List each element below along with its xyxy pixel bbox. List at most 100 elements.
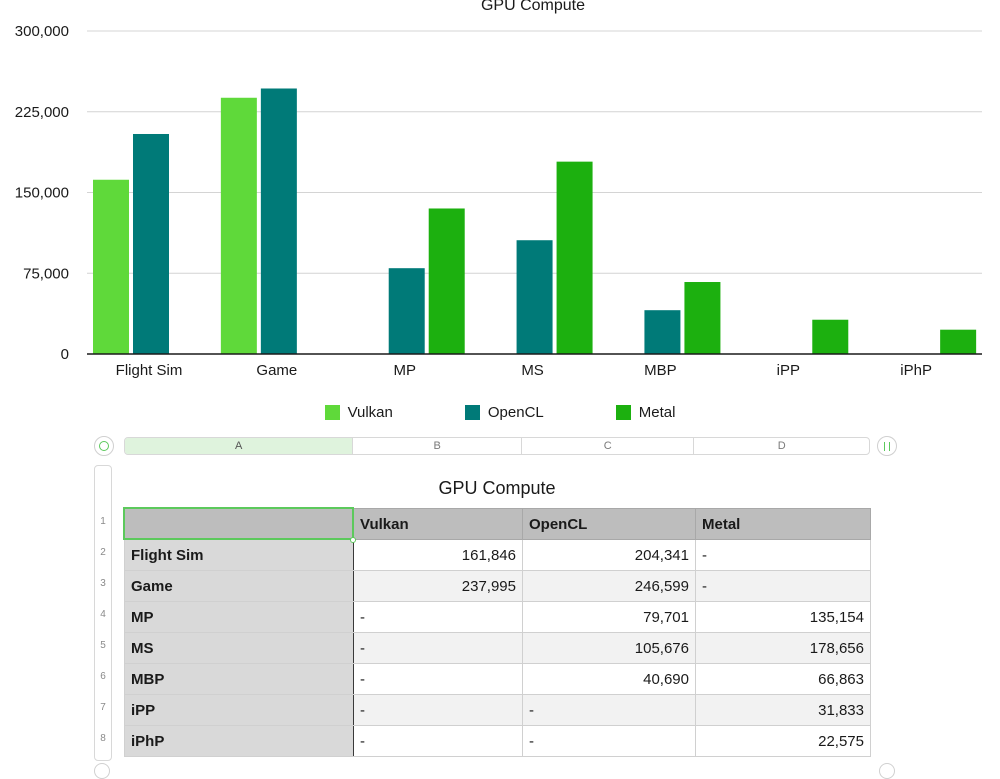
column-header-bar: A B C D (124, 437, 870, 455)
table-cell[interactable]: 105,676 (522, 632, 696, 664)
x-axis-categories: Flight Sim Game MP MS MBP iPP iPhP (116, 362, 932, 379)
legend-item-opencl: OpenCL (464, 404, 544, 421)
row-number[interactable]: 4 (100, 609, 106, 620)
row-header-bar (94, 465, 112, 761)
bar-opencl-2 (388, 268, 425, 354)
y-tick-label: 300,000 (15, 23, 69, 40)
header-cell[interactable]: Metal (695, 508, 871, 540)
table-row: MS -105,676 178,656 (124, 632, 871, 664)
table-row: iPP - -31,833 (124, 694, 871, 726)
row-header-cell[interactable]: MBP (124, 663, 354, 695)
header-cell-corner[interactable] (124, 508, 354, 540)
bar-opencl-1 (260, 88, 297, 354)
bar-metal-4 (684, 282, 721, 354)
x-category-label: MP (393, 362, 416, 379)
table-row: iPhP - -22,575 (124, 725, 871, 757)
column-header-c[interactable]: C (522, 438, 695, 454)
table-cell[interactable]: 79,701 (522, 601, 696, 633)
table-cell[interactable]: 66,863 (695, 663, 871, 695)
table-cell[interactable]: 237,995 (353, 570, 523, 602)
bar-chart: 0 75,000 150,000 225,000 300,000 Flight Sim G… (15, 0, 982, 379)
legend-item-metal: Metal (615, 404, 676, 421)
table-row: Flight Sim 161,846 204,341- (124, 539, 871, 571)
circle-icon (99, 441, 109, 451)
row-number[interactable]: 2 (100, 547, 106, 558)
table-row: MBP -40,690 66,863 (124, 663, 871, 695)
row-number[interactable]: 3 (100, 578, 106, 589)
x-category-label: MBP (644, 362, 677, 379)
legend-swatch (324, 405, 340, 420)
row-header-cell[interactable]: MP (124, 601, 354, 633)
y-tick-label: 150,000 (15, 185, 69, 202)
y-tick-label: 225,000 (15, 104, 69, 121)
row-number[interactable]: 6 (100, 671, 106, 682)
add-row-handle[interactable] (94, 763, 110, 779)
table-cell[interactable]: - (353, 601, 523, 633)
row-header-cell[interactable]: Game (124, 570, 354, 602)
bar-metal-6 (940, 329, 977, 354)
table-cell[interactable]: 204,341 (522, 539, 696, 571)
x-category-label: iPP (777, 362, 800, 379)
table-cell[interactable]: - (695, 570, 871, 602)
pause-bars-icon (884, 442, 890, 451)
data-table: Vulkan OpenCL Metal Flight Sim 161,846 204,34… (124, 508, 871, 757)
x-category-label: Game (256, 362, 297, 379)
table-cell[interactable]: - (695, 539, 871, 571)
column-header-d[interactable]: D (777, 440, 786, 452)
table-cell[interactable]: 135,154 (695, 601, 871, 633)
legend-label: Metal (638, 404, 676, 421)
row-number[interactable]: 7 (100, 702, 106, 713)
bar-opencl-4 (644, 310, 681, 354)
chart-bars (93, 88, 977, 354)
resize-table-handle[interactable] (879, 763, 895, 779)
table-cell[interactable]: 161,846 (353, 539, 523, 571)
bar-opencl-0 (133, 133, 169, 354)
bar-opencl-3 (516, 240, 553, 354)
x-category-label: Flight Sim (116, 362, 183, 379)
legend-swatch (464, 405, 480, 420)
bar-metal-3 (556, 161, 593, 354)
table-cell[interactable]: - (353, 632, 523, 664)
bar-vulkan-0 (93, 179, 129, 354)
column-header-a[interactable]: A (125, 438, 354, 454)
column-header-b[interactable]: B (353, 438, 522, 454)
table-row: Game 237,995 246,599- (124, 570, 871, 602)
table-header-row: Vulkan OpenCL Metal (124, 508, 871, 540)
table-cell[interactable]: - (353, 694, 523, 726)
table-title: GPU Compute (438, 478, 556, 498)
row-number[interactable]: 8 (100, 733, 106, 744)
table-cell[interactable]: 31,833 (695, 694, 871, 726)
header-cell[interactable]: OpenCL (522, 508, 696, 540)
add-column-handle[interactable] (877, 436, 897, 456)
header-cell[interactable]: Vulkan (353, 508, 523, 540)
legend-swatch (615, 405, 631, 420)
legend-item-vulkan: Vulkan (324, 404, 393, 421)
select-table-handle[interactable] (94, 436, 114, 456)
legend-label: Vulkan (347, 404, 393, 421)
x-category-label: iPhP (900, 362, 932, 379)
bar-metal-5 (812, 319, 849, 354)
chart-title: GPU Compute (481, 0, 585, 14)
row-header-cell[interactable]: MS (124, 632, 354, 664)
table-cell[interactable]: - (353, 725, 523, 757)
table-cell[interactable]: - (522, 694, 696, 726)
table-cell[interactable]: 178,656 (695, 632, 871, 664)
table-cell[interactable]: 246,599 (522, 570, 696, 602)
table-cell[interactable]: - (353, 663, 523, 695)
legend-label: OpenCL (487, 404, 544, 421)
selection-resize-handle[interactable] (350, 537, 356, 543)
table-cell[interactable]: 22,575 (695, 725, 871, 757)
y-axis-ticks: 0 75,000 150,000 225,000 300,000 (15, 23, 69, 363)
table-cell[interactable]: 40,690 (522, 663, 696, 695)
table-row: MP -79,701 135,154 (124, 601, 871, 633)
table-editor: A B C D 1 2 3 4 5 6 7 8 GPU Compute Vulkan OpenC… (0, 430, 1000, 779)
row-header-cell[interactable]: iPP (124, 694, 354, 726)
bar-vulkan-1 (220, 97, 257, 354)
row-number[interactable]: 1 (100, 516, 106, 527)
bar-metal-2 (428, 208, 465, 354)
row-header-cell[interactable]: Flight Sim (124, 539, 354, 571)
table-cell[interactable]: - (522, 725, 696, 757)
row-header-cell[interactable]: iPhP (124, 725, 354, 757)
row-number[interactable]: 5 (100, 640, 106, 651)
y-tick-label: 0 (61, 346, 69, 363)
